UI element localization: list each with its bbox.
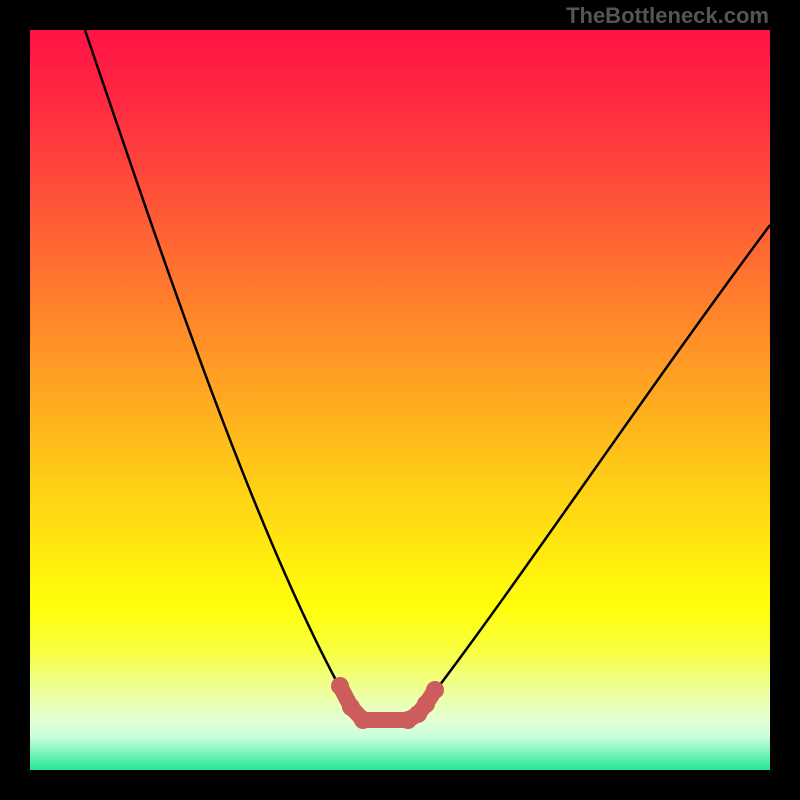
- bottom-marker-dot: [331, 677, 349, 695]
- left-curve: [85, 30, 338, 684]
- curve-layer: [0, 0, 800, 800]
- chart-stage: TheBottleneck.com: [0, 0, 800, 800]
- bottom-marker-dot: [354, 711, 372, 729]
- bottom-marker-dot: [426, 681, 444, 699]
- right-curve: [430, 225, 770, 698]
- bottom-marker: [331, 677, 444, 729]
